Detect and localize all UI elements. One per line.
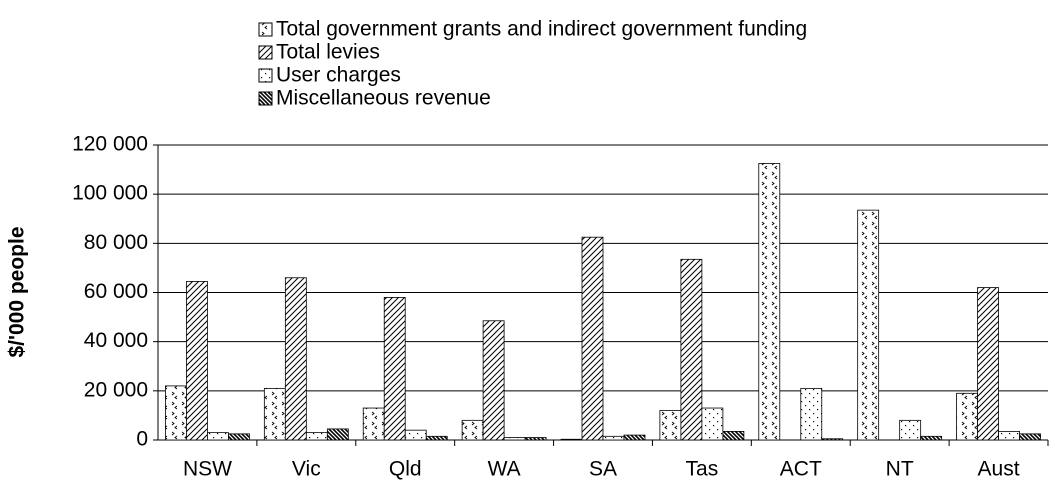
x-tick-label: Tas xyxy=(686,458,719,481)
bar xyxy=(383,297,406,441)
y-axis-title: $/'000 people xyxy=(6,226,29,357)
y-tick-label: 20 000 xyxy=(84,378,148,401)
legend-label: Total levies xyxy=(276,41,380,64)
y-tick-label: 0 xyxy=(136,428,148,451)
bar xyxy=(998,430,1020,441)
bar xyxy=(503,437,526,441)
bar xyxy=(461,419,484,441)
bar xyxy=(581,236,604,441)
x-tick-label: ACT xyxy=(780,458,822,481)
bar xyxy=(602,435,625,441)
bar xyxy=(758,163,781,441)
bar xyxy=(701,407,724,441)
x-tick-label: Vic xyxy=(292,458,321,481)
x-tick-label: WA xyxy=(488,458,521,481)
bar xyxy=(425,435,448,441)
bar xyxy=(722,430,745,441)
bar xyxy=(659,410,682,441)
bar xyxy=(623,434,646,441)
bar xyxy=(899,419,922,441)
bar xyxy=(920,435,943,441)
bar xyxy=(326,428,349,441)
legend-label: Miscellaneous revenue xyxy=(276,87,491,110)
bar xyxy=(857,209,880,441)
y-tick-label: 40 000 xyxy=(84,329,148,352)
bar xyxy=(482,320,505,441)
y-tick-label: 60 000 xyxy=(84,280,148,303)
bar xyxy=(560,438,583,441)
bar xyxy=(524,437,547,441)
bar xyxy=(263,387,286,441)
legend-swatch xyxy=(258,22,273,37)
legend-label: User charges xyxy=(276,64,401,87)
bar xyxy=(186,281,208,441)
x-tick-label: Qld xyxy=(389,458,422,481)
bar xyxy=(228,433,250,441)
bar xyxy=(284,277,307,441)
bar xyxy=(821,438,844,441)
bar xyxy=(362,407,385,441)
bar xyxy=(404,429,427,441)
x-tick-label: NT xyxy=(886,458,914,481)
bar xyxy=(977,287,999,441)
bar xyxy=(1019,433,1041,441)
bar xyxy=(800,387,823,441)
legend-swatch xyxy=(258,45,273,60)
y-tick-label: 80 000 xyxy=(84,231,148,254)
x-tick-label: NSW xyxy=(183,458,232,481)
legend-label: Total government grants and indirect gov… xyxy=(276,18,807,41)
y-tick-label: 100 000 xyxy=(72,182,148,205)
x-tick-label: Aust xyxy=(978,458,1020,481)
legend-swatch xyxy=(258,68,273,83)
x-tick-label: SA xyxy=(589,458,617,481)
bar xyxy=(680,258,703,441)
bar xyxy=(305,432,328,441)
bar xyxy=(956,392,978,441)
y-tick-label: 120 000 xyxy=(72,133,148,156)
bar xyxy=(207,432,229,441)
legend-swatch xyxy=(258,91,273,106)
bar xyxy=(165,385,187,441)
